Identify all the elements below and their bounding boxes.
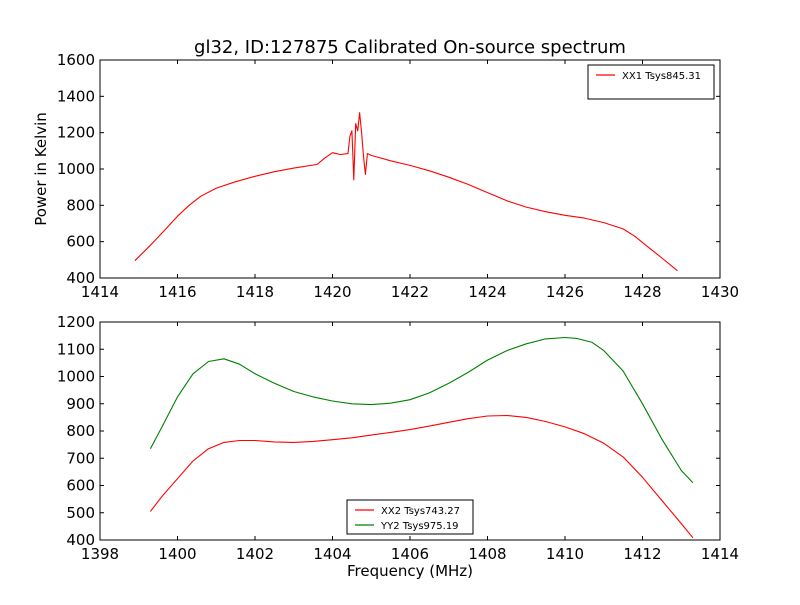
top-legend: XX1 Tsys845.31: [587, 64, 715, 100]
bottom-y-tick-label: 1000: [57, 368, 95, 386]
top-series-1-line: [134, 112, 678, 272]
bottom-y-tick-label: 600: [66, 477, 95, 495]
bottom-x-tick-label: 1402: [236, 545, 274, 563]
top-legend-label: XX1 Tsys845.31: [622, 71, 701, 82]
top-x-tick-label: 1414: [81, 283, 119, 301]
bottom-y-tick-label: 700: [66, 449, 95, 467]
top-x-tick-label: 1430: [701, 283, 739, 301]
bottom-x-tick-label: 1400: [158, 545, 196, 563]
top-plot: 1414 1416 1418 1420 1422 1424 1426 1428 1430 400 6…: [32, 51, 739, 301]
top-y-tick-label: 1600: [57, 51, 95, 69]
bottom-y-tick-label: 500: [66, 504, 95, 522]
top-x-tick-label: 1416: [158, 283, 196, 301]
figure-title: gl32, ID:127875 Calibrated On-source spe…: [194, 37, 626, 58]
bottom-x-tick-label: 1414: [701, 545, 739, 563]
bottom-plot: 1398 1400 1402 1404 1406 1408 1410 1412 1414 400 5…: [57, 313, 739, 580]
bottom-series-1-line: [149, 414, 694, 539]
bottom-series-2-line: [149, 336, 694, 484]
bottom-x-axis-label: Frequency (MHz): [347, 562, 473, 580]
bottom-legend-label: XX2 Tsys743.27: [381, 506, 460, 517]
bottom-legend-box: [346, 499, 474, 535]
bottom-y-tick-label: 400: [66, 531, 95, 549]
top-x-tick-label: 1426: [546, 283, 584, 301]
bottom-y-tick-label: 800: [66, 422, 95, 440]
top-y-tick-label: 1200: [57, 124, 95, 142]
top-x-tick-label: 1422: [391, 283, 429, 301]
top-legend-box: [587, 64, 715, 100]
top-y-tick-label: 600: [66, 233, 95, 251]
bottom-legend-label: YY2 Tsys975.19: [380, 521, 459, 532]
top-y-tick-label: 400: [66, 269, 95, 287]
bottom-x-tick-label: 1408: [468, 545, 506, 563]
bottom-x-tick-label: 1410: [546, 545, 584, 563]
bottom-legend: XX2 Tsys743.27 YY2 Tsys975.19: [346, 499, 474, 535]
top-y-tick-label: 1000: [57, 160, 95, 178]
top-x-tick-label: 1420: [313, 283, 351, 301]
bottom-y-tick-label: 1200: [57, 313, 95, 331]
top-x-tick-label: 1428: [623, 283, 661, 301]
top-x-tick-label: 1424: [468, 283, 506, 301]
bottom-x-tick-label: 1398: [81, 545, 119, 563]
top-y-tick-label: 800: [66, 196, 95, 214]
bottom-x-tick-label: 1412: [623, 545, 661, 563]
top-y-tick-label: 1400: [57, 87, 95, 105]
bottom-y-tick-label: 900: [66, 395, 95, 413]
top-y-axis-label: Power in Kelvin: [32, 112, 50, 226]
bottom-x-tick-label: 1404: [313, 545, 351, 563]
bottom-y-tick-label: 1100: [57, 340, 95, 358]
top-x-tick-label: 1418: [236, 283, 274, 301]
bottom-x-tick-label: 1406: [391, 545, 429, 563]
